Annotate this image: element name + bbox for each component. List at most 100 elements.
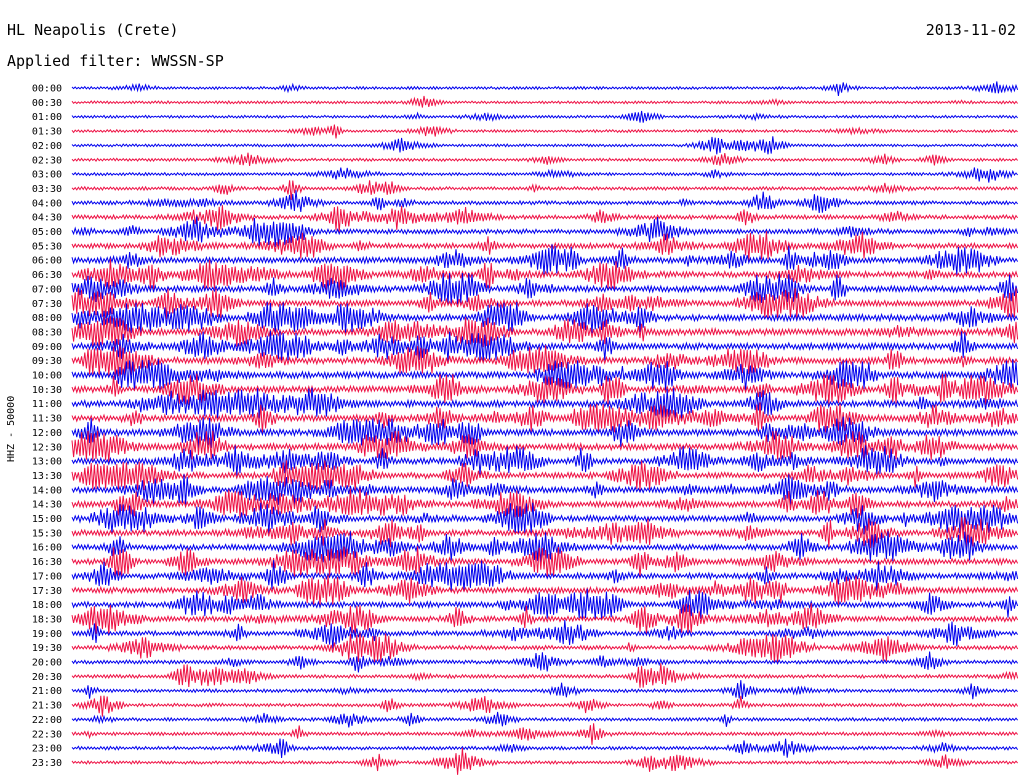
seismic-trace bbox=[71, 602, 1019, 635]
tick-label: 10:30 bbox=[32, 385, 62, 396]
seismic-trace bbox=[71, 445, 1019, 476]
tick-label: 14:00 bbox=[32, 485, 62, 496]
tick-label: 04:00 bbox=[32, 198, 62, 209]
tick-label: 22:30 bbox=[32, 729, 62, 740]
seismic-trace bbox=[71, 747, 1018, 775]
seismic-trace bbox=[71, 588, 1019, 620]
tick-label: 00:00 bbox=[32, 84, 62, 95]
tick-label: 01:00 bbox=[32, 112, 62, 123]
seismic-trace bbox=[71, 359, 1019, 391]
seismic-trace bbox=[71, 387, 1019, 420]
tick-label: 11:00 bbox=[32, 399, 62, 410]
tick-label: 09:30 bbox=[32, 356, 62, 367]
tick-label: 08:30 bbox=[32, 327, 62, 338]
seismic-trace bbox=[71, 152, 1018, 166]
seismic-trace bbox=[71, 167, 1018, 183]
tick-label: 00:30 bbox=[32, 98, 62, 109]
seismic-trace bbox=[71, 244, 1019, 275]
seismic-trace bbox=[71, 711, 1018, 728]
tick-label: 13:00 bbox=[32, 457, 62, 468]
tick-label: 08:00 bbox=[32, 313, 62, 324]
seismic-trace bbox=[71, 738, 1019, 759]
y-axis-label: HHZ - 50000 bbox=[6, 395, 17, 462]
seismic-trace bbox=[71, 430, 1019, 463]
tick-label: 17:30 bbox=[32, 586, 62, 597]
tick-label: 23:00 bbox=[32, 744, 62, 755]
tick-label: 10:00 bbox=[32, 371, 62, 382]
seismic-trace bbox=[71, 680, 1018, 700]
tick-label: 03:00 bbox=[32, 170, 62, 181]
seismic-trace bbox=[71, 651, 1019, 673]
seismic-trace bbox=[71, 695, 1019, 717]
seismic-trace bbox=[71, 110, 1018, 123]
seismic-trace bbox=[71, 416, 1019, 449]
tick-label: 14:30 bbox=[32, 500, 62, 511]
tick-label: 02:30 bbox=[32, 155, 62, 166]
seismic-trace bbox=[71, 272, 1019, 305]
tick-label: 20:30 bbox=[32, 672, 62, 683]
seismic-trace bbox=[71, 316, 1019, 348]
seismic-trace bbox=[71, 190, 1018, 214]
seismic-trace bbox=[71, 474, 1019, 506]
seismic-trace bbox=[71, 205, 1019, 233]
tick-label: 09:00 bbox=[32, 342, 62, 353]
date-label: 2013-11-02 bbox=[925, 21, 1016, 39]
seismic-trace bbox=[71, 460, 1019, 491]
tick-label: 15:00 bbox=[32, 514, 62, 525]
tick-label: 03:30 bbox=[32, 184, 62, 195]
tick-label: 16:30 bbox=[32, 557, 62, 568]
seismic-trace bbox=[71, 301, 1019, 334]
tick-label: 18:30 bbox=[32, 614, 62, 625]
tick-label: 06:00 bbox=[32, 256, 62, 267]
seismic-trace bbox=[71, 663, 1019, 688]
seismic-trace bbox=[71, 531, 1019, 563]
seismic-trace bbox=[71, 136, 1019, 155]
seismic-trace bbox=[71, 81, 1019, 96]
tick-label: 20:00 bbox=[32, 658, 62, 669]
seismic-trace bbox=[71, 402, 1019, 434]
seismic-trace bbox=[71, 231, 1019, 261]
seismic-trace bbox=[71, 632, 1019, 664]
tick-label: 13:30 bbox=[32, 471, 62, 482]
seismic-trace bbox=[71, 619, 1019, 649]
seismic-trace bbox=[71, 124, 1018, 139]
tick-label: 07:30 bbox=[32, 299, 62, 310]
tick-label: 12:00 bbox=[32, 428, 62, 439]
tick-label: 05:00 bbox=[32, 227, 62, 238]
tick-label: 02:00 bbox=[32, 141, 62, 152]
seismic-trace bbox=[71, 546, 1019, 578]
tick-label: 18:00 bbox=[32, 600, 62, 611]
seismic-trace bbox=[71, 723, 1018, 745]
tick-label: 22:00 bbox=[32, 715, 62, 726]
tick-label: 23:30 bbox=[32, 758, 62, 769]
seismic-trace bbox=[71, 258, 1019, 291]
filter-label: Applied filter: WWSSN-SP bbox=[7, 52, 224, 70]
tick-label: 15:30 bbox=[32, 528, 62, 539]
tick-label: 19:30 bbox=[32, 643, 62, 654]
station-title: HL Neapolis (Crete) bbox=[7, 21, 179, 39]
tick-label: 05:30 bbox=[32, 241, 62, 252]
seismic-trace bbox=[71, 373, 1019, 406]
tick-label: 07:00 bbox=[32, 284, 62, 295]
tick-label: 16:00 bbox=[32, 543, 62, 554]
tick-label: 17:00 bbox=[32, 571, 62, 582]
seismic-trace bbox=[71, 517, 1019, 549]
tick-label: 01:30 bbox=[32, 127, 62, 138]
tick-label: 11:30 bbox=[32, 414, 62, 425]
seismic-trace bbox=[71, 560, 1019, 592]
seismic-trace bbox=[71, 574, 1019, 606]
seismic-trace bbox=[71, 502, 1019, 535]
seismic-trace bbox=[71, 95, 1018, 108]
seismic-trace bbox=[71, 345, 1019, 377]
seismic-trace bbox=[71, 216, 1019, 248]
tick-label: 21:30 bbox=[32, 701, 62, 712]
tick-label: 04:30 bbox=[32, 213, 62, 224]
seismic-trace bbox=[71, 488, 1019, 519]
seismic-trace bbox=[71, 287, 1019, 320]
tick-label: 06:30 bbox=[32, 270, 62, 281]
tick-label: 19:00 bbox=[32, 629, 62, 640]
tick-label: 21:00 bbox=[32, 686, 62, 697]
seismic-trace bbox=[71, 180, 1018, 201]
tick-label: 12:30 bbox=[32, 442, 62, 453]
